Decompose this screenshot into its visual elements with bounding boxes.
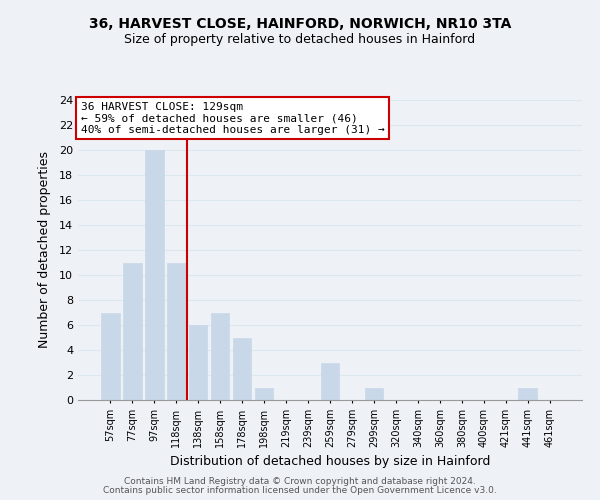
Bar <box>518 388 537 400</box>
Text: Size of property relative to detached houses in Hainford: Size of property relative to detached ho… <box>124 32 476 46</box>
Bar <box>320 362 340 400</box>
X-axis label: Distribution of detached houses by size in Hainford: Distribution of detached houses by size … <box>170 456 490 468</box>
Bar <box>255 388 274 400</box>
Y-axis label: Number of detached properties: Number of detached properties <box>38 152 50 348</box>
Bar <box>365 388 383 400</box>
Bar <box>123 262 142 400</box>
Bar <box>167 262 185 400</box>
Bar <box>101 312 119 400</box>
Text: 36, HARVEST CLOSE, HAINFORD, NORWICH, NR10 3TA: 36, HARVEST CLOSE, HAINFORD, NORWICH, NR… <box>89 18 511 32</box>
Bar <box>211 312 229 400</box>
Text: 36 HARVEST CLOSE: 129sqm
← 59% of detached houses are smaller (46)
40% of semi-d: 36 HARVEST CLOSE: 129sqm ← 59% of detach… <box>80 102 384 134</box>
Text: Contains HM Land Registry data © Crown copyright and database right 2024.: Contains HM Land Registry data © Crown c… <box>124 477 476 486</box>
Bar <box>233 338 251 400</box>
Bar <box>145 150 164 400</box>
Text: Contains public sector information licensed under the Open Government Licence v3: Contains public sector information licen… <box>103 486 497 495</box>
Bar <box>189 325 208 400</box>
